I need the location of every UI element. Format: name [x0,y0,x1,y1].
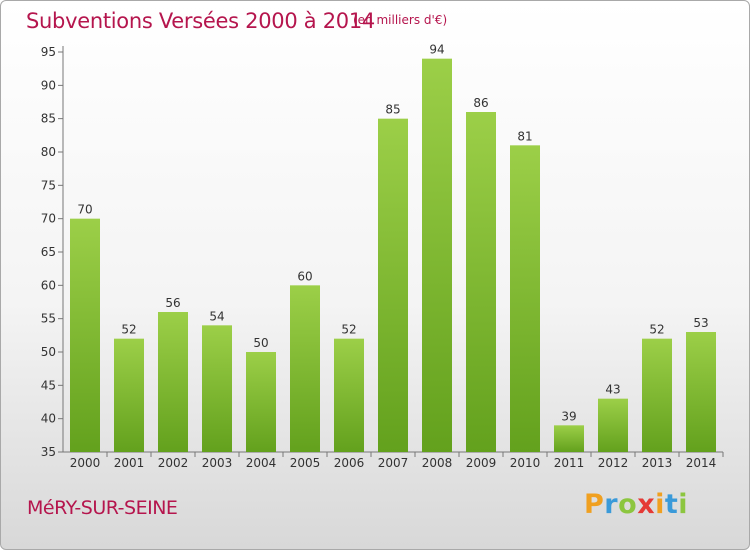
proxiti-logo: Proxiti [584,489,688,520]
x-tick-label: 2006 [334,456,365,470]
x-tick-label: 2002 [158,456,189,470]
x-tick-label: 2004 [246,456,277,470]
x-tick-label: 2001 [114,456,145,470]
x-tick-label: 2012 [598,456,629,470]
y-tick-label: 80 [41,145,56,159]
y-tick-label: 35 [41,445,56,459]
y-tick-label: 50 [41,345,56,359]
value-label-2012: 43 [605,383,620,397]
bar-2007 [378,118,408,453]
bar-2005 [290,285,320,452]
value-label-2014: 53 [693,316,708,330]
value-label-2006: 52 [341,323,356,337]
y-tick-label: 40 [41,412,56,426]
bar-2009 [466,112,496,452]
value-label-2003: 54 [209,309,224,323]
x-tick-label: 2008 [422,456,453,470]
value-label-2000: 70 [77,203,92,217]
y-tick-label: 95 [41,45,56,59]
x-tick-label: 2009 [466,456,497,470]
y-axis: 35 40 45 50 55 60 65 70 75 80 85 90 95 [41,45,64,459]
bar-2003 [202,325,232,452]
y-tick-label: 70 [41,212,56,226]
x-tick-label: 2003 [202,456,233,470]
value-label-2013: 52 [649,323,664,337]
y-tick-label: 90 [41,78,56,92]
value-label-2005: 60 [297,269,312,283]
y-tick-label: 85 [41,112,56,126]
bar-2010 [510,145,540,453]
value-label-2001: 52 [121,323,136,337]
bar-2011 [554,425,584,452]
y-tick-label: 75 [41,178,56,192]
chart-unit-note: (en milliers d'€) [353,13,448,27]
x-tick-label: 2014 [686,456,717,470]
y-tick-label: 55 [41,312,56,326]
bar-2013 [642,338,672,452]
x-tick-label: 2013 [642,456,673,470]
value-label-2009: 86 [473,96,488,110]
bar-2014 [686,332,716,452]
x-tick-label: 2010 [510,456,541,470]
y-tick-label: 65 [41,245,56,259]
x-tick-label: 2000 [70,456,101,470]
bar-2006 [334,338,364,452]
bar-2001 [114,338,144,452]
bar-2012 [598,398,628,452]
bar-2002 [158,312,188,452]
x-tick-label: 2011 [554,456,585,470]
chart-title: Subventions Versées 2000 à 2014 [26,9,375,33]
y-tick-label: 45 [41,378,56,392]
value-label-2002: 56 [165,296,180,310]
logo-letter: i [655,489,665,520]
bar-2008 [422,58,452,453]
logo-letter: x [637,489,656,520]
x-tick-label: 2005 [290,456,321,470]
bar-series: 70 52 56 54 50 60 52 85 94 86 81 39 43 52 53 [70,43,716,453]
value-label-2004: 50 [253,336,268,350]
value-label-2011: 39 [561,409,576,423]
logo-letter: o [618,489,638,520]
y-tick-label: 60 [41,278,56,292]
x-axis: 2000 2001 2002 2003 2004 2005 2006 2007 2008 2009… [63,451,724,470]
logo-letter: P [584,489,605,520]
city-name: MéRY-SUR-SEINE [27,497,178,519]
logo-letter: i [678,489,689,520]
value-label-2010: 81 [517,129,532,143]
x-tick-label: 2007 [378,456,409,470]
bar-2004 [246,352,276,452]
logo-letter: r [604,489,619,520]
value-label-2008: 94 [429,43,444,57]
logo-letter: t [664,489,679,520]
value-label-2007: 85 [385,103,400,117]
bar-2000 [70,218,100,452]
